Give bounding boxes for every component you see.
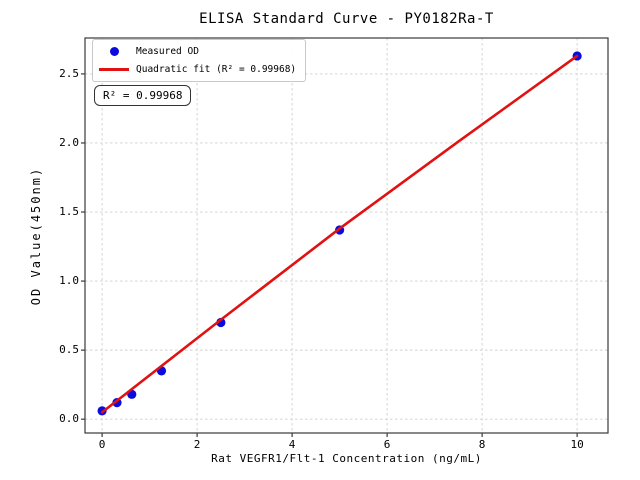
x-tick-label: 0	[98, 438, 106, 451]
x-tick-label: 10	[570, 438, 584, 451]
r-squared-annotation: R² = 0.99968	[94, 85, 192, 106]
y-tick-label: 2.5	[59, 66, 79, 80]
axes-frame	[84, 37, 609, 434]
x-tick-label: 8	[478, 438, 486, 451]
legend-item-quadratic-fit: Quadratic fit (R² = 0.99968)	[98, 62, 296, 77]
legend-label: Quadratic fit (R² = 0.99968)	[136, 64, 297, 75]
y-tick-label: 1.5	[59, 205, 79, 219]
scatter-marker-icon	[109, 47, 119, 56]
line-marker-icon	[99, 68, 129, 71]
legend-marker	[98, 68, 130, 71]
legend-label: Measured OD	[136, 46, 199, 57]
x-axis-label: Rat VEGFR1/Flt-1 Concentration (ng/mL)	[211, 452, 482, 465]
y-tick-label: 0.5	[59, 343, 79, 357]
legend-marker	[98, 47, 130, 56]
y-tick-label: 0.0	[59, 412, 79, 426]
chart-title: ELISA Standard Curve - PY0182Ra-T	[199, 11, 494, 27]
x-tick-label: 6	[383, 438, 391, 451]
fit-line	[100, 54, 579, 414]
y-tick-label: 2.0	[59, 135, 79, 149]
legend: Measured OD Quadratic fit (R² = 0.99968)	[92, 39, 307, 82]
x-tick-label: 4	[288, 438, 296, 451]
x-tick-label: 2	[193, 438, 201, 451]
y-tick-label: 1.0	[59, 274, 79, 288]
legend-item-measured-od: Measured OD	[98, 44, 296, 59]
